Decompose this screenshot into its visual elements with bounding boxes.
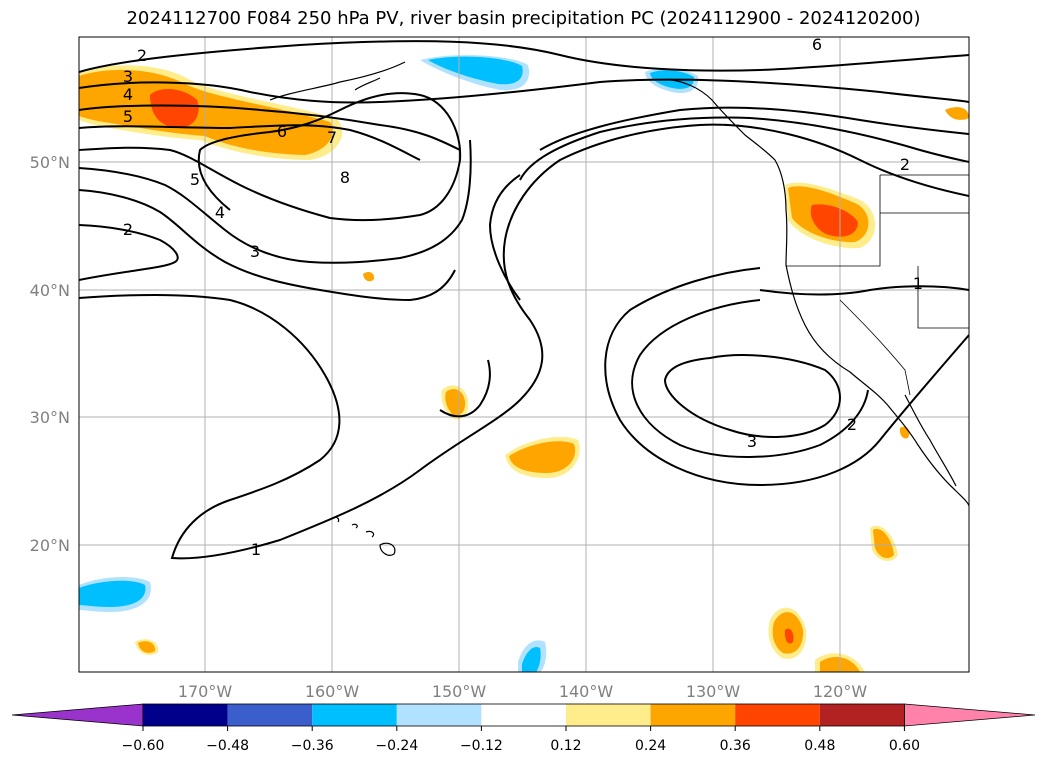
map-frame bbox=[78, 36, 970, 673]
contour-label: 1 bbox=[251, 540, 261, 559]
colorbar-label: −0.12 bbox=[460, 738, 503, 754]
contour-label: 3 bbox=[123, 67, 133, 86]
precip-neg-blob-sw-core bbox=[79, 580, 146, 607]
lat-label: 20°N bbox=[30, 536, 70, 555]
colorbar-label: 0.48 bbox=[804, 738, 835, 754]
colorbar-label: −0.48 bbox=[206, 738, 249, 754]
precipitation-shading bbox=[79, 55, 969, 672]
contour-label: 2 bbox=[900, 155, 910, 174]
precip-blob-oregon-core bbox=[810, 204, 858, 237]
colorbar-label: 0.12 bbox=[550, 738, 581, 754]
contour-line bbox=[631, 299, 869, 458]
colorbar-segment bbox=[312, 704, 397, 726]
contour-label: 6 bbox=[277, 122, 287, 141]
lon-label: 140°W bbox=[559, 682, 614, 701]
lat-label: 30°N bbox=[30, 408, 70, 427]
colorbar-segment bbox=[143, 704, 228, 726]
precip-blob-mid2-core bbox=[509, 441, 576, 473]
precip-blob-small2-core bbox=[138, 641, 156, 653]
contour-line bbox=[759, 285, 969, 296]
coastlines bbox=[269, 61, 969, 556]
state-borders bbox=[786, 174, 969, 396]
contour-label: 3 bbox=[747, 432, 757, 451]
precip-blob-small1 bbox=[363, 271, 375, 282]
contour-labels: 2 3 4 5 6 7 8 5 4 3 2 1 6 2 1 3 2 bbox=[123, 35, 923, 559]
lon-label: 120°W bbox=[813, 682, 868, 701]
colorbar: −0.60 −0.48 −0.36 −0.24 −0.12 0.12 0.24 0.36 0.4… bbox=[11, 703, 1036, 754]
colorbar-segment bbox=[396, 704, 482, 726]
precip-blob-mid1-core bbox=[445, 389, 466, 416]
contour-label: 4 bbox=[123, 85, 133, 104]
colorbar-outline bbox=[142, 703, 905, 727]
contour-line bbox=[488, 174, 521, 301]
map-title: 2024112700 F084 250 hPa PV, river basin … bbox=[126, 8, 921, 29]
colorbar-segment bbox=[227, 704, 313, 726]
precip-blob-small4-core bbox=[784, 628, 794, 644]
colorbar-label: −0.24 bbox=[375, 738, 418, 754]
precip-blob-nw-mid bbox=[79, 69, 333, 155]
contour-label: 3 bbox=[250, 242, 260, 261]
contour-label: 2 bbox=[137, 46, 147, 65]
gridlines bbox=[79, 37, 969, 672]
colorbar-segment bbox=[735, 704, 820, 726]
colorbar-label: −0.36 bbox=[291, 738, 334, 754]
contour-label: 4 bbox=[215, 203, 225, 222]
contour-line bbox=[79, 123, 969, 560]
contour-line bbox=[79, 40, 969, 73]
longitude-labels: 170°W 160°W 150°W 140°W 130°W 120°W bbox=[178, 682, 868, 701]
precip-blob-nw-core bbox=[150, 88, 199, 128]
colorbar-label: 0.60 bbox=[889, 738, 920, 754]
colorbar-segment bbox=[650, 704, 736, 726]
lat-label: 40°N bbox=[30, 281, 70, 300]
colorbar-segment bbox=[566, 704, 651, 726]
contour-label: 1 bbox=[913, 274, 923, 293]
contour-line bbox=[79, 189, 456, 302]
precip-blob-small3-core bbox=[873, 528, 894, 559]
precip-neg-blob-north-core bbox=[428, 56, 523, 85]
hawaii-islands bbox=[332, 516, 396, 556]
contour-line bbox=[79, 224, 179, 281]
precip-neg-blob-south-core bbox=[522, 646, 541, 672]
lat-label: 50°N bbox=[30, 153, 70, 172]
contour-label: 5 bbox=[123, 107, 133, 126]
contour-line bbox=[539, 106, 969, 151]
contour-line bbox=[79, 78, 969, 104]
coastline-north-america bbox=[659, 79, 969, 507]
contour-label: 2 bbox=[123, 220, 133, 239]
contour-line bbox=[439, 359, 491, 418]
contour-label: 2 bbox=[847, 415, 857, 434]
colorbar-segment bbox=[819, 704, 905, 726]
colorbar-label: 0.24 bbox=[635, 738, 666, 754]
contour-line bbox=[519, 116, 969, 181]
colorbar-label: 0.36 bbox=[720, 738, 751, 754]
contour-label: 6 bbox=[812, 35, 822, 54]
precip-blob-small7 bbox=[899, 426, 910, 439]
lon-label: 170°W bbox=[178, 682, 233, 701]
precip-blob-small6 bbox=[945, 107, 969, 120]
contour-line bbox=[79, 104, 461, 151]
latitude-labels: 50°N 40°N 30°N 20°N bbox=[30, 153, 70, 555]
contour-line bbox=[79, 124, 421, 161]
contour-line bbox=[79, 92, 462, 222]
coastline-alaska-islands bbox=[269, 61, 406, 101]
colorbar-segment bbox=[481, 704, 566, 726]
contour-label: 5 bbox=[190, 170, 200, 189]
coastline-baja bbox=[904, 394, 957, 487]
colorbar-label: −0.60 bbox=[122, 738, 165, 754]
pv-contours bbox=[79, 40, 969, 560]
contour-label: 7 bbox=[327, 128, 337, 147]
contour-line bbox=[663, 354, 841, 438]
contour-line bbox=[79, 139, 472, 264]
colorbar-arrow-right bbox=[904, 703, 1036, 727]
lon-label: 130°W bbox=[686, 682, 741, 701]
contour-label: 8 bbox=[340, 168, 350, 187]
lon-label: 160°W bbox=[305, 682, 360, 701]
lon-label: 150°W bbox=[432, 682, 487, 701]
colorbar-arrow-left bbox=[11, 703, 144, 727]
contour-line bbox=[604, 267, 969, 487]
